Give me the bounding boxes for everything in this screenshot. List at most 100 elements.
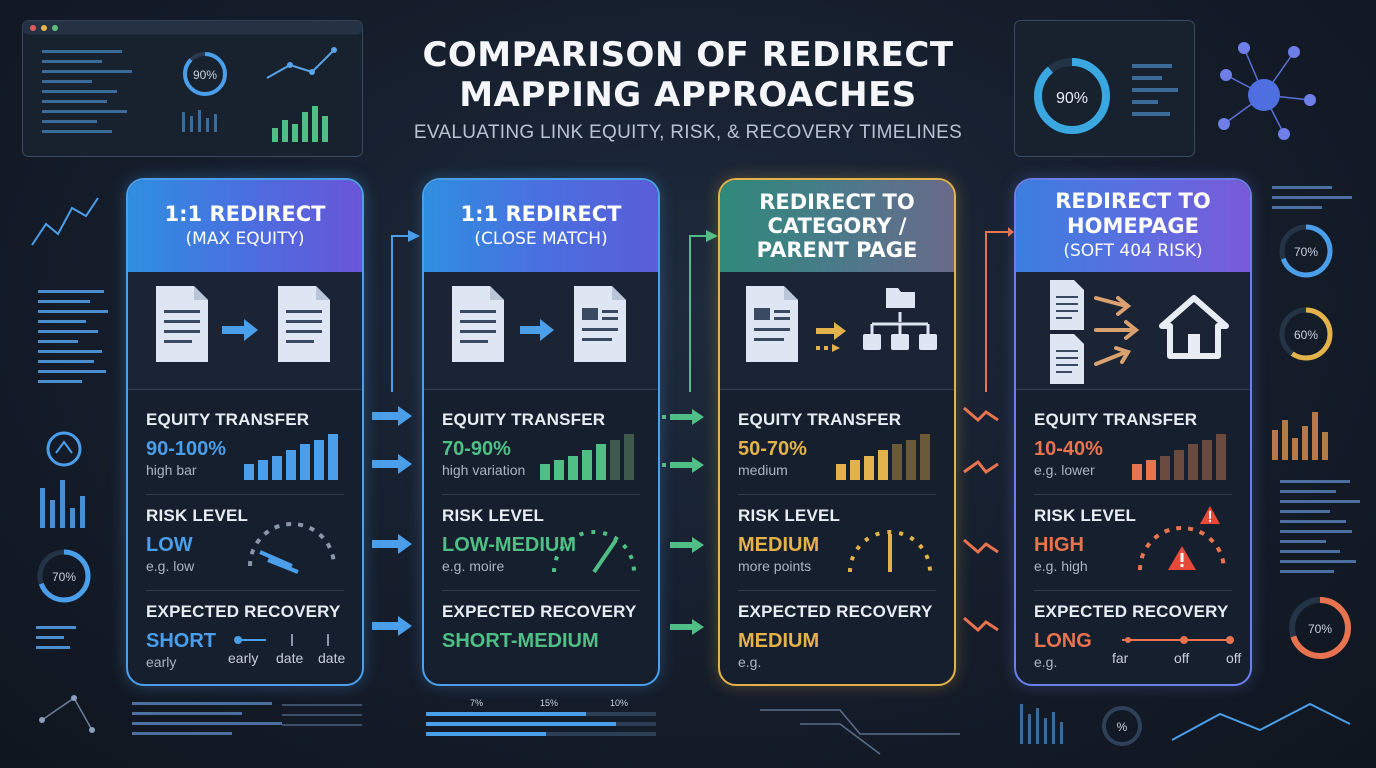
card-1-risk-gauge-icon xyxy=(248,522,336,574)
card-2-title: 1:1 REDIRECT xyxy=(460,201,622,226)
page-title-line-1: COMPARISON OF REDIRECT xyxy=(422,35,954,75)
page-subtitle: EVALUATING LINK EQUITY, RISK, & RECOVERY… xyxy=(413,122,963,143)
card-4-recovery-section: EXPECTED RECOVERY LONG e.g. xyxy=(1034,602,1234,670)
card-3-recovery-value: MEDIUM xyxy=(738,630,820,652)
card-1-timeline-label-3: date xyxy=(318,650,346,666)
card-3-title: REDIRECT TO CATEGORY / PARENT PAGE xyxy=(756,190,918,262)
card-4-recovery-note: e.g. xyxy=(1034,654,1058,670)
card-3-risk-section: RISK LEVEL MEDIUM more points xyxy=(738,506,938,574)
card-4-equity-value: 10-40% xyxy=(1034,438,1103,460)
card-4-risk-label: RISK LEVEL xyxy=(1034,506,1137,525)
card-2-risk-note: e.g. moire xyxy=(442,558,505,574)
card-4-risk-note: e.g. high xyxy=(1034,558,1088,574)
card-3-header: REDIRECT TO CATEGORY / PARENT PAGE xyxy=(720,180,954,272)
card-3-equity-value: 50-70% xyxy=(738,438,807,460)
doc-to-similar-doc-icon xyxy=(452,286,626,362)
deco-pct-70-right: 70% xyxy=(1294,245,1318,259)
card-3-equity-section: EQUITY TRANSFER 50-70% medium xyxy=(738,410,938,478)
card-1-equity-section: EQUITY TRANSFER 90-100% high bar xyxy=(146,410,346,478)
card-2-recovery-value: SHORT-MEDIUM xyxy=(442,630,599,652)
approach-card-3: REDIRECT TO CATEGORY / PARENT PAGE EQUIT… xyxy=(718,178,956,686)
deco-bottom-strip: 7% 15% 10% % xyxy=(132,698,1351,755)
deco-right-column: 70% 60% 70% xyxy=(1272,186,1360,659)
approach-card-4: REDIRECT TO HOMEPAGE (SOFT 404 RISK) EQU… xyxy=(1014,178,1252,686)
card-2-risk-value: LOW-MEDIUM xyxy=(442,534,577,556)
card-4-equity-note: e.g. lower xyxy=(1034,462,1095,478)
card-1-risk-value: LOW xyxy=(146,534,193,556)
card-4-equity-bars xyxy=(1132,434,1226,480)
card-4-timeline-label-3: off xyxy=(1226,650,1242,666)
docs-to-homepage-icon xyxy=(1050,280,1229,384)
deco-pct-small: % xyxy=(1117,720,1128,734)
card-1-equity-note: high bar xyxy=(146,462,197,478)
deco-small-pct-2: 15% xyxy=(540,698,558,708)
card-4-equity-section: EQUITY TRANSFER 10-40% e.g. lower xyxy=(1034,410,1234,478)
card-1-equity-bars xyxy=(244,434,338,480)
card-4-timeline-line xyxy=(1122,636,1234,644)
dashboard-window-top-left: 90% xyxy=(22,20,363,157)
card-1-equity-value: 90-100% xyxy=(146,438,227,460)
card-1-timeline-line xyxy=(234,634,329,646)
card-2-subtitle: (CLOSE MATCH) xyxy=(474,228,608,249)
card-1-recovery-value: SHORT xyxy=(146,630,216,652)
card-3-equity-bars xyxy=(836,434,930,480)
approach-card-2: 1:1 REDIRECT (CLOSE MATCH) EQUITY TRANSF… xyxy=(422,178,660,686)
card-4-timeline-label-1: far xyxy=(1112,650,1129,666)
deco-small-pct-3: 10% xyxy=(610,698,628,708)
card-1-subtitle: (MAX EQUITY) xyxy=(185,228,305,249)
card-1-recovery-section: EXPECTED RECOVERY SHORT early xyxy=(146,602,346,670)
card-2-equity-note: high variation xyxy=(442,462,526,478)
card-2-header: 1:1 REDIRECT (CLOSE MATCH) xyxy=(424,180,658,272)
dashboard-window-top-right: 90% xyxy=(1014,20,1316,157)
card-2-illustration xyxy=(424,272,658,390)
card-2-equity-label: EQUITY TRANSFER xyxy=(442,410,606,429)
card-4-risk-section: RISK LEVEL HIGH e.g. high xyxy=(1034,506,1234,574)
card-4-title: REDIRECT TO HOMEPAGE xyxy=(1055,189,1211,238)
card-4-risk-value: HIGH xyxy=(1034,534,1084,556)
card-4-timeline-label-2: off xyxy=(1174,650,1190,666)
deco-pct-70-left: 70% xyxy=(52,570,76,584)
card-1-timeline-label-2: date xyxy=(276,650,304,666)
card-2-equity-bars xyxy=(540,434,634,480)
card-1-timeline: early date date xyxy=(228,650,358,670)
card-1-illustration xyxy=(128,272,362,390)
card-2-equity-section: EQUITY TRANSFER 70-90% high variation xyxy=(442,410,642,478)
card-3-recovery-section: EXPECTED RECOVERY MEDIUM e.g. xyxy=(738,602,938,670)
card-2-risk-label: RISK LEVEL xyxy=(442,506,545,525)
card-3-recovery-label: EXPECTED RECOVERY xyxy=(738,602,933,621)
card-4-illustration xyxy=(1016,272,1250,390)
card-2-equity-value: 70-90% xyxy=(442,438,511,460)
card-2-risk-gauge-icon xyxy=(552,530,636,574)
deco-pct-70-bottom-right: 70% xyxy=(1308,622,1332,636)
card-4-subtitle: (SOFT 404 RISK) xyxy=(1063,241,1203,261)
card-1-recovery-label: EXPECTED RECOVERY xyxy=(146,602,341,621)
card-1-risk-note: e.g. low xyxy=(146,558,195,574)
page-title-line-2: MAPPING APPROACHES xyxy=(459,75,917,115)
card-3-illustration xyxy=(720,272,954,390)
card-4-recovery-label: EXPECTED RECOVERY xyxy=(1034,602,1229,621)
card-3-risk-value: MEDIUM xyxy=(738,534,820,556)
card-4-timeline: far off off xyxy=(1112,650,1248,670)
card-4-recovery-value: LONG xyxy=(1034,630,1092,652)
deco-pct-90-large: 90% xyxy=(1056,90,1088,107)
card-1-risk-section: RISK LEVEL LOW e.g. low xyxy=(146,506,346,574)
approach-card-1: 1:1 REDIRECT (MAX EQUITY) EQUITY TRANSFE… xyxy=(126,178,364,686)
card-4-equity-label: EQUITY TRANSFER xyxy=(1034,410,1198,429)
deco-pct-90-small: 90% xyxy=(193,68,217,82)
card-2-recovery-section: EXPECTED RECOVERY SHORT-MEDIUM xyxy=(442,602,642,653)
card-3-equity-label: EQUITY TRANSFER xyxy=(738,410,902,429)
deco-small-pct-1: 7% xyxy=(470,698,483,708)
card-1-equity-label: EQUITY TRANSFER xyxy=(146,410,310,429)
card-1-timeline-label-1: early xyxy=(228,650,259,666)
card-1-title: 1:1 REDIRECT xyxy=(164,201,326,226)
card-3-equity-note: medium xyxy=(738,462,788,478)
card-3-risk-gauge-icon xyxy=(848,530,932,573)
card-2-recovery-label: EXPECTED RECOVERY xyxy=(442,602,637,621)
deco-pct-60: 60% xyxy=(1294,328,1318,342)
card-1-recovery-note: early xyxy=(146,654,177,670)
card-3-recovery-note: e.g. xyxy=(738,654,762,670)
card-4-risk-gauge-warning-icon xyxy=(1138,506,1226,571)
card-3-risk-note: more points xyxy=(738,558,812,574)
doc-to-category-tree-icon xyxy=(746,286,937,362)
